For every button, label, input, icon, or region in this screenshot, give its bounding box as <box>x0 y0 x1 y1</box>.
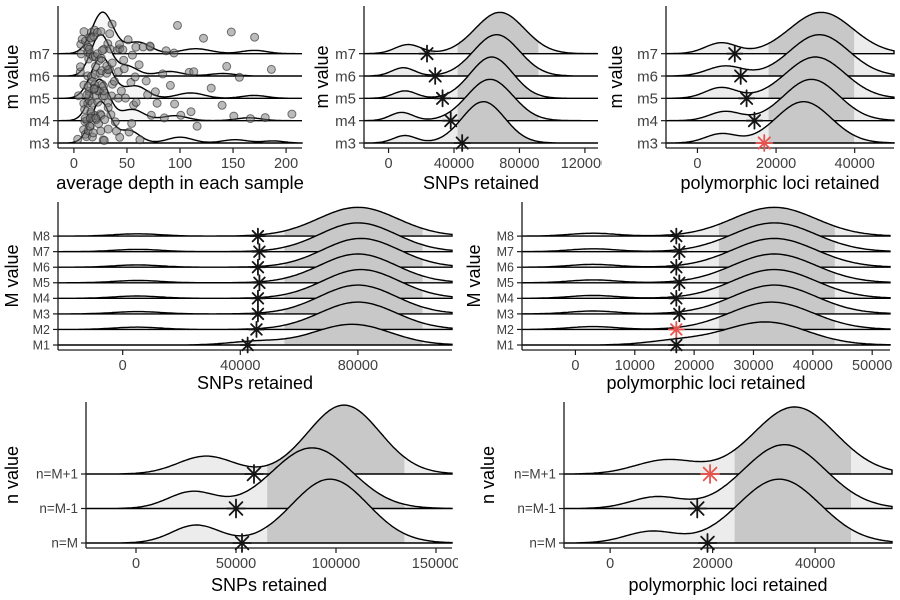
svg-text:M5: M5 <box>33 276 50 290</box>
svg-text:m7: m7 <box>29 46 50 63</box>
svg-text:M7: M7 <box>497 245 514 259</box>
svg-text:M1: M1 <box>497 338 514 352</box>
panel-m-vs-loci: 0 20000 40000 m3 m4 m5 m6 m7 polymorphic loci re… <box>606 0 898 196</box>
svg-text:m4: m4 <box>29 113 50 130</box>
svg-text:m4: m4 <box>335 113 356 130</box>
svg-text:n value: n value <box>2 446 22 504</box>
svg-text:M5: M5 <box>497 276 514 290</box>
n-vs-loci-chart: 0 20000 40000 n=M n=M-1 n=M+1 polymorphic loci… <box>478 402 893 595</box>
panel-n-vs-snps: 0 50000 100000 150000 n=M n=M-1 n=M+1 SNPs reta… <box>2 396 458 598</box>
svg-text:polymorphic loci retained: polymorphic loci retained <box>628 575 827 595</box>
svg-text:m3: m3 <box>637 135 658 152</box>
svg-text:150: 150 <box>221 156 245 172</box>
svg-text:0: 0 <box>385 156 393 172</box>
n-vs-snps-chart: 0 50000 100000 150000 n=M n=M-1 n=M+1 SNPs reta… <box>2 402 458 595</box>
svg-text:100: 100 <box>168 156 192 172</box>
panel-m-vs-depth: 0 50 100 150 200 m3 m4 m5 m6 m7 average depth in e… <box>2 0 308 196</box>
svg-text:50000: 50000 <box>216 556 256 572</box>
svg-text:M4: M4 <box>497 292 514 306</box>
svg-text:polymorphic loci retained: polymorphic loci retained <box>680 173 879 193</box>
svg-text:n=M: n=M <box>51 536 78 551</box>
svg-text:0: 0 <box>132 556 140 572</box>
svg-text:m3: m3 <box>29 135 50 152</box>
panel-n-vs-loci: 0 20000 40000 n=M n=M-1 n=M+1 polymorphic loci… <box>478 396 898 598</box>
svg-text:120000: 120000 <box>561 156 602 172</box>
panel-M-vs-snps: 0 40000 80000 M1 M2 M3 M4 M5 M6 M7 M8 SNPs retained… <box>2 196 458 396</box>
svg-text:20000: 20000 <box>756 156 796 172</box>
m-vs-snps-chart: 0 40000 80000 120000 m3 m4 m5 m6 m7 SNPs retained… <box>312 6 602 193</box>
svg-text:n value: n value <box>478 446 498 504</box>
svg-text:M7: M7 <box>33 245 50 259</box>
svg-text:100000: 100000 <box>312 556 360 572</box>
m-vs-depth-chart: 0 50 100 150 200 m3 m4 m5 m6 m7 average depth in e… <box>2 6 304 193</box>
svg-text:average depth in each sample: average depth in each sample <box>56 172 304 193</box>
svg-text:M1: M1 <box>33 338 50 352</box>
svg-text:SNPs retained: SNPs retained <box>211 575 327 595</box>
svg-text:50: 50 <box>119 156 135 172</box>
svg-text:40000: 40000 <box>434 156 474 172</box>
svg-text:M8: M8 <box>33 229 50 243</box>
svg-text:m7: m7 <box>335 46 356 63</box>
svg-text:M value: M value <box>2 244 22 307</box>
svg-text:m5: m5 <box>29 91 50 108</box>
svg-text:SNPs retained: SNPs retained <box>423 173 539 193</box>
svg-text:80000: 80000 <box>499 156 539 172</box>
svg-text:10000: 10000 <box>615 358 655 374</box>
svg-text:0: 0 <box>70 156 78 172</box>
svg-text:20000: 20000 <box>692 556 732 572</box>
m-vs-loci-chart: 0 20000 40000 m3 m4 m5 m6 m7 polymorphic loci re… <box>606 6 895 193</box>
svg-text:m6: m6 <box>637 68 658 85</box>
svg-text:M6: M6 <box>33 261 50 275</box>
svg-text:M2: M2 <box>33 323 50 337</box>
svg-text:M4: M4 <box>33 292 50 306</box>
svg-text:M6: M6 <box>497 261 514 275</box>
svg-text:m5: m5 <box>335 91 356 108</box>
svg-text:M3: M3 <box>33 307 50 321</box>
svg-text:20000: 20000 <box>674 358 714 374</box>
svg-text:M3: M3 <box>497 307 514 321</box>
svg-text:m value: m value <box>2 45 22 110</box>
svg-text:m6: m6 <box>29 68 50 85</box>
svg-text:n=M+1: n=M+1 <box>36 467 78 482</box>
panel-M-vs-loci: 0 10000 20000 30000 40000 50000 M1 M2 M3 M4 M5 M6 M7… <box>464 196 898 396</box>
svg-text:m value: m value <box>312 45 332 108</box>
svg-text:150000: 150000 <box>412 556 458 572</box>
svg-text:0: 0 <box>571 358 579 374</box>
svg-text:SNPs retained: SNPs retained <box>197 373 313 393</box>
svg-text:m6: m6 <box>335 68 356 85</box>
svg-text:0: 0 <box>693 156 701 172</box>
svg-text:200: 200 <box>274 156 298 172</box>
svg-text:0: 0 <box>606 556 614 572</box>
svg-text:m value: m value <box>606 45 626 108</box>
svg-text:m4: m4 <box>637 113 658 130</box>
svg-text:m5: m5 <box>637 91 658 108</box>
svg-text:0: 0 <box>119 358 127 374</box>
panel-m-vs-snps: 0 40000 80000 120000 m3 m4 m5 m6 m7 SNPs retained… <box>312 0 602 196</box>
svg-text:m3: m3 <box>335 135 356 152</box>
svg-text:40000: 40000 <box>220 358 260 374</box>
svg-text:n=M-1: n=M-1 <box>517 501 556 516</box>
svg-text:m7: m7 <box>637 46 658 63</box>
svg-text:polymorphic loci retained: polymorphic loci retained <box>606 373 805 393</box>
svg-text:40000: 40000 <box>835 156 875 172</box>
svg-text:M value: M value <box>464 244 484 307</box>
svg-text:M2: M2 <box>497 323 514 337</box>
svg-text:M8: M8 <box>497 229 514 243</box>
svg-text:n=M-1: n=M-1 <box>39 501 78 516</box>
svg-text:80000: 80000 <box>338 358 378 374</box>
svg-text:40000: 40000 <box>795 556 835 572</box>
svg-text:n=M: n=M <box>529 536 556 551</box>
svg-text:40000: 40000 <box>793 358 833 374</box>
svg-text:n=M+1: n=M+1 <box>514 467 556 482</box>
svg-text:50000: 50000 <box>852 358 892 374</box>
svg-text:30000: 30000 <box>733 358 773 374</box>
